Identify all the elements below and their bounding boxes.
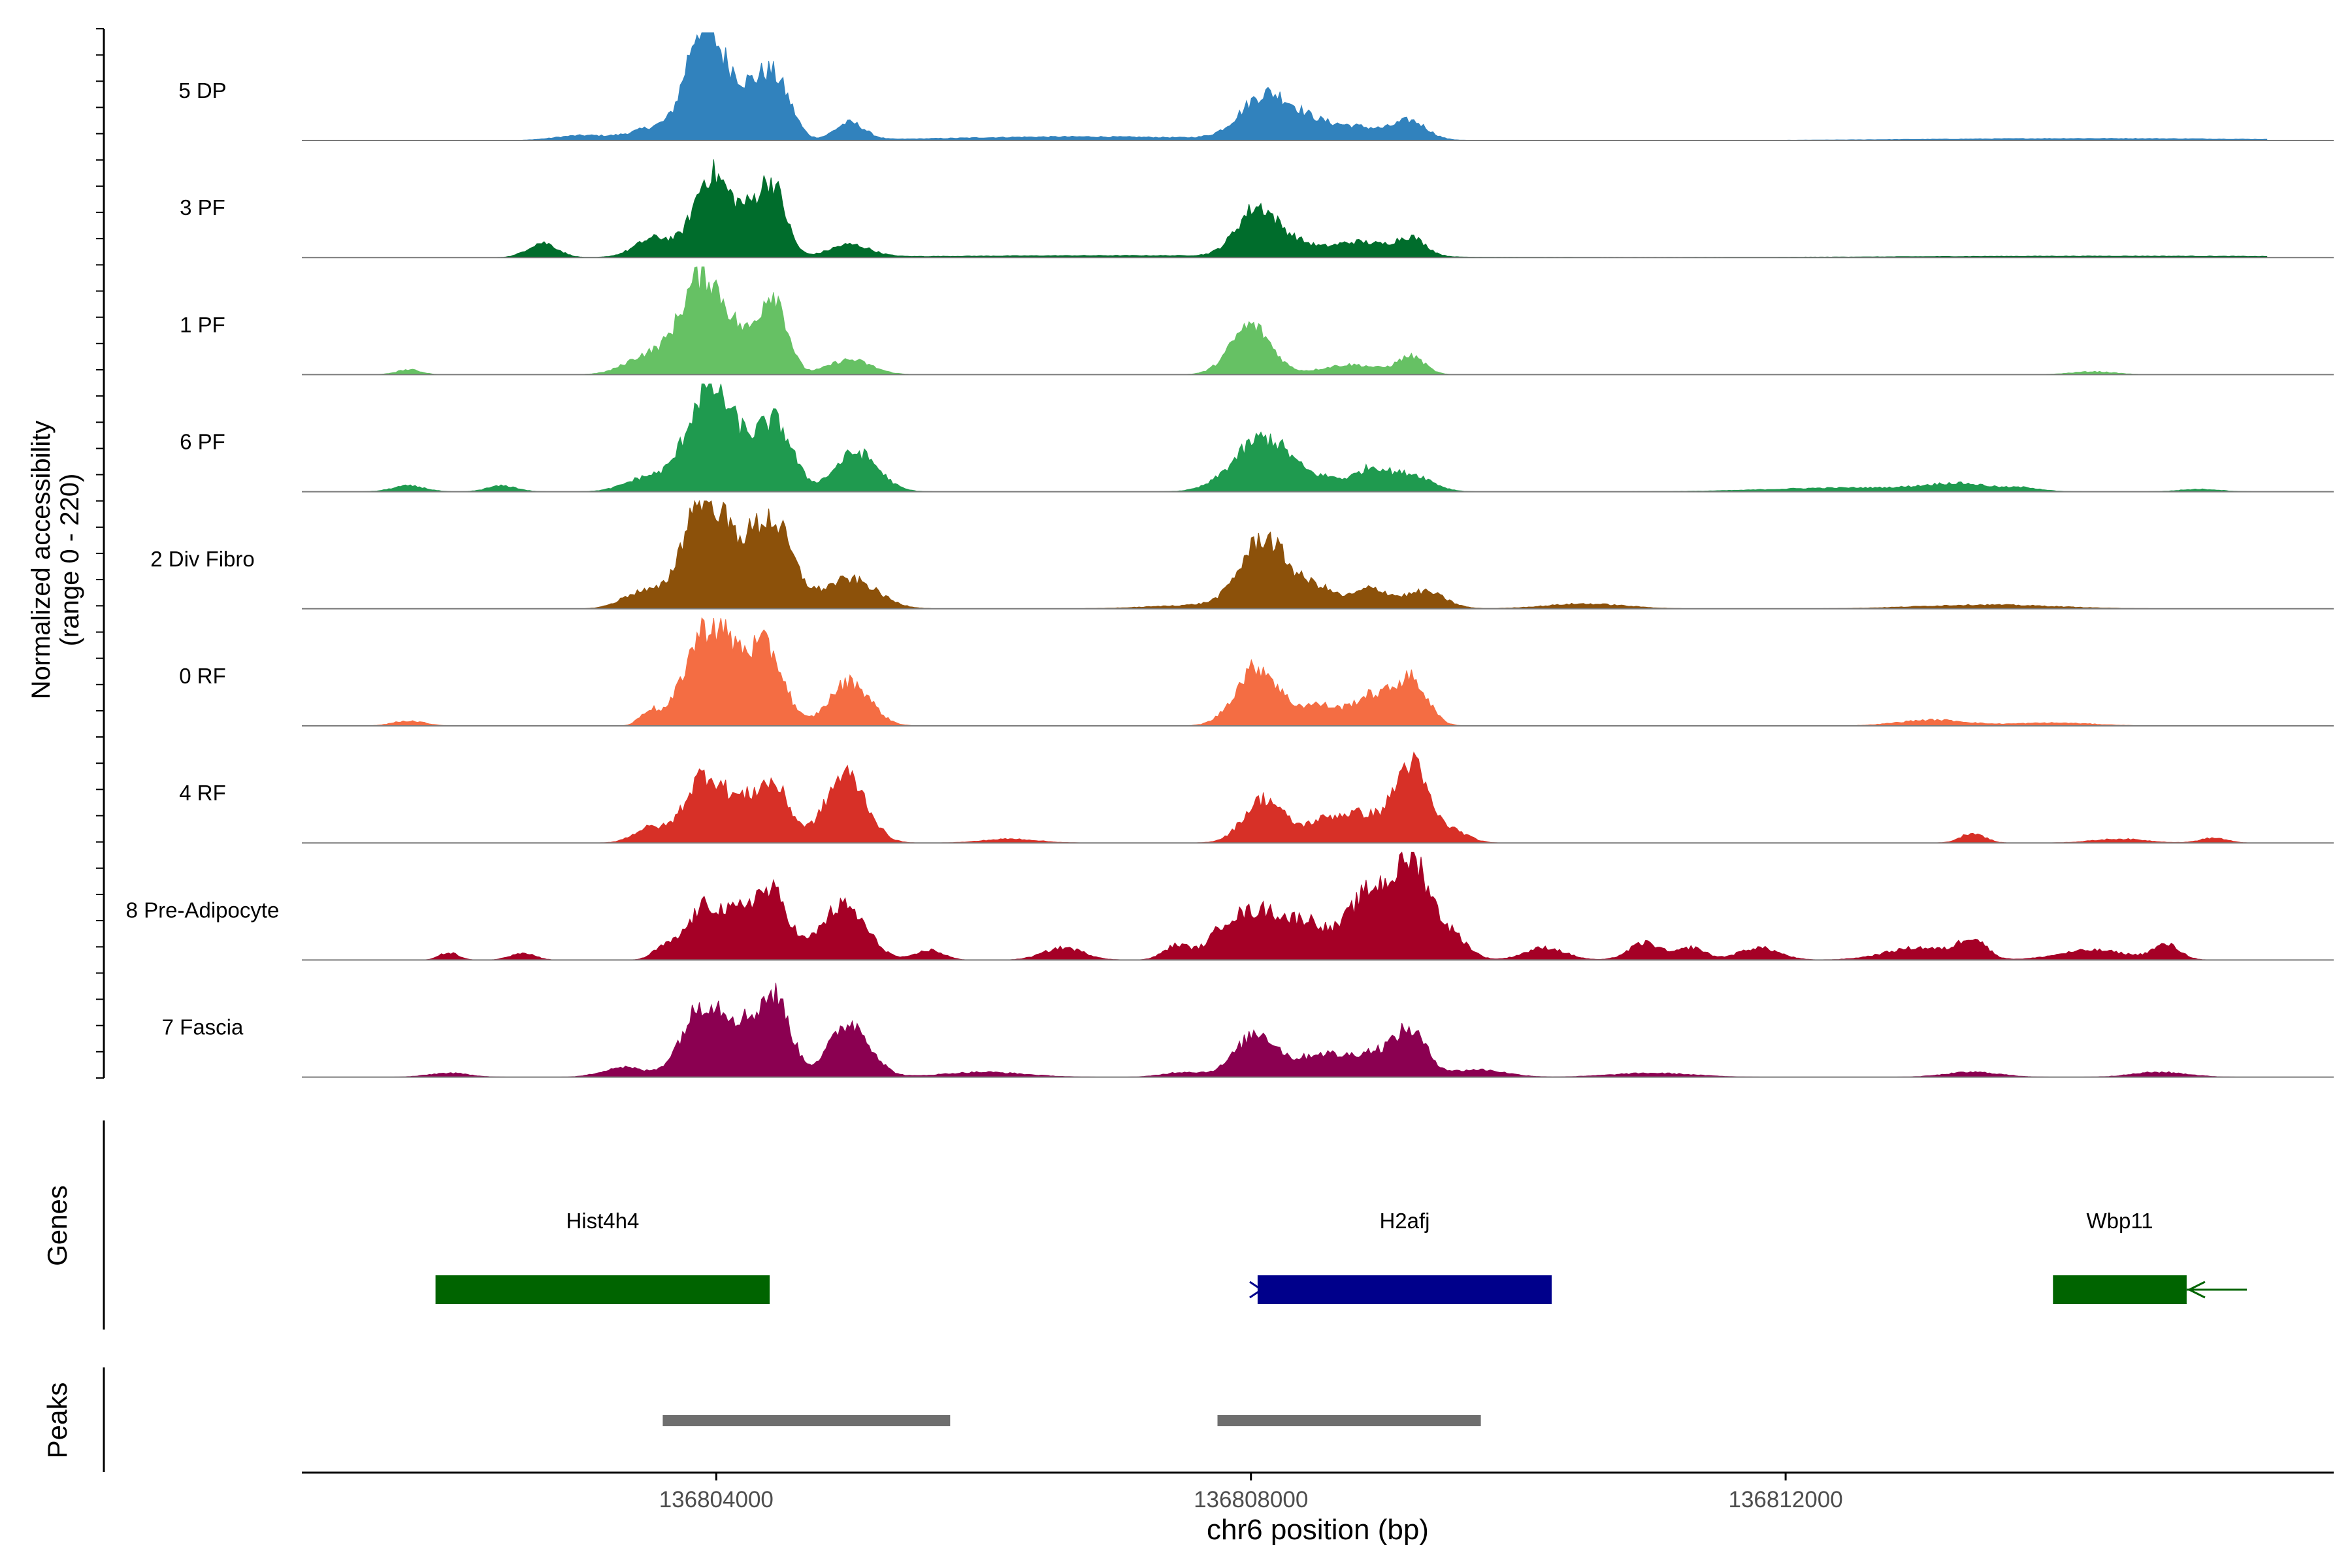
track-area: [355, 32, 2268, 141]
coverage-y-ticks: [96, 28, 104, 1079]
track-label: 0 RF: [179, 664, 226, 688]
genes-y-label: Genes: [42, 1185, 73, 1266]
track-area: [355, 159, 2268, 258]
track-8-pre-adipocyte: 8 Pre-Adipocyte: [126, 851, 2334, 961]
peak-region: [1217, 1415, 1481, 1426]
track-label: 3 PF: [180, 195, 225, 220]
track-area: [355, 500, 2267, 610]
gene-label: H2afj: [1379, 1209, 1429, 1233]
track-label: 4 RF: [179, 781, 226, 805]
track-5-dp: 5 DP: [178, 32, 2334, 141]
coverage-y-label-line1: Normalized accessibility: [27, 421, 56, 700]
track-4-rf: 4 RF: [179, 751, 2334, 844]
coverage-y-label-line2: (range 0 - 220): [56, 474, 84, 647]
track-2-div-fibro: 2 Div Fibro: [150, 500, 2334, 610]
track-label: 8 Pre-Adipocyte: [126, 898, 280, 922]
x-tick-label: 136808000: [1194, 1487, 1308, 1512]
gene-track: Hist4h4 H2afj Wbp11: [435, 1209, 2247, 1304]
track-area: [355, 983, 2267, 1078]
x-axis-label: chr6 position (bp): [1207, 1514, 1429, 1546]
x-tick-label: 136804000: [659, 1487, 774, 1512]
gene-label: Hist4h4: [566, 1209, 639, 1233]
track-1-pf: 1 PF: [180, 266, 2334, 376]
track-label: 1 PF: [180, 312, 225, 336]
coverage-tracks: 5 DP 3 PF 1 PF 6 PF 2 Div Fibro 0 RF 4 RF 8 Pre…: [126, 32, 2334, 1078]
track-area: [355, 751, 2267, 843]
track-7-fascia: 7 Fascia: [162, 983, 2334, 1078]
peaks-y-label: Peaks: [42, 1382, 73, 1459]
track-3-pf: 3 PF: [180, 159, 2334, 259]
track-label: 7 Fascia: [162, 1015, 244, 1039]
gene-label: Wbp11: [2087, 1209, 2153, 1233]
gene-exon: [435, 1275, 770, 1304]
track-6-pf: 6 PF: [180, 384, 2334, 493]
track-label: 5 DP: [178, 78, 226, 103]
track-area: [355, 617, 2267, 727]
track-label: 2 Div Fibro: [150, 547, 255, 571]
peak-region: [662, 1415, 951, 1426]
gene-exon: [2053, 1275, 2187, 1304]
gene-hist4h4: Hist4h4: [435, 1209, 770, 1304]
strand-arrow-icon: [2187, 1281, 2206, 1299]
track-area: [355, 384, 2267, 493]
track-area: [355, 851, 2267, 960]
gene-h2afj: H2afj: [1249, 1209, 1552, 1304]
peak-track: [662, 1415, 1481, 1426]
track-0-rf: 0 RF: [179, 617, 2334, 727]
track-label: 6 PF: [180, 430, 225, 454]
gene-wbp11: Wbp11: [2053, 1209, 2247, 1304]
track-area: [355, 266, 2267, 375]
gene-exon: [1257, 1275, 1552, 1304]
x-tick-label: 136812000: [1728, 1487, 1842, 1512]
x-axis-ticks: 136804000 136808000 136812000: [659, 1473, 1843, 1512]
strand-arrow-icon: [1249, 1281, 1264, 1299]
